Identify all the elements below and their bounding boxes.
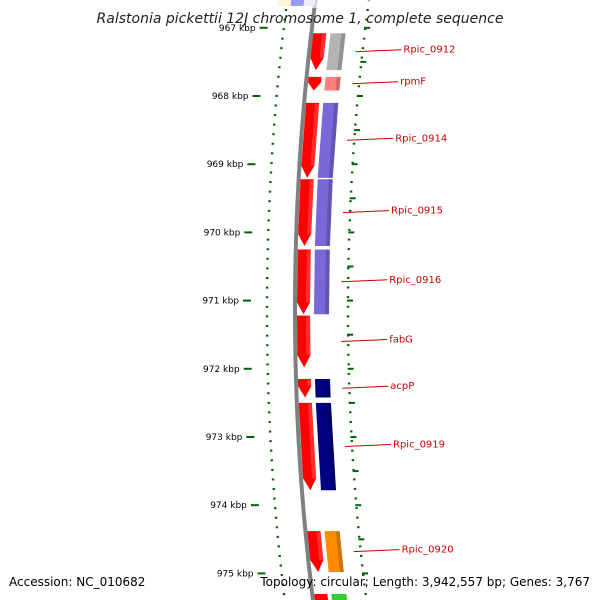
cds-block-shade	[326, 402, 336, 491]
map-title: Ralstonia pickettii 12J chromosome 1, co…	[97, 11, 504, 27]
label-leader-line	[355, 49, 402, 53]
gene-arrow-highlight	[306, 316, 311, 356]
tick-label: 970 kbp	[204, 228, 241, 238]
label-leader-line	[344, 444, 392, 447]
cds-block-shade	[335, 531, 344, 573]
feature-band	[358, 0, 429, 600]
gene-Rpic_0919[interactable]	[298, 402, 336, 491]
gc-skew-band	[258, 0, 293, 600]
gene-label[interactable]: Rpic_0920	[402, 545, 454, 556]
gene-arrow-highlight	[310, 103, 320, 166]
gene-Rpic_0915[interactable]	[298, 179, 333, 247]
overlay-layer	[0, 0, 600, 8]
gene-labels: Rpic_0912 rpmF Rpic_0914 Rpic_0915 Rpic_0916…	[341, 45, 455, 556]
tick-label: 967 kbp	[219, 24, 256, 34]
tick-label: 968 kbp	[212, 92, 249, 102]
gene-arrow[interactable]	[308, 76, 322, 91]
cds-block-shade	[326, 379, 331, 398]
tick-label: 969 kbp	[207, 160, 244, 170]
label-leader-line	[353, 549, 400, 553]
sequence-backbone	[293, 0, 318, 600]
topology-text: Topology: circular; Length: 3,942,557 bp…	[259, 575, 590, 589]
gene-rpmF[interactable]	[308, 76, 341, 91]
cds-block-shade	[325, 179, 333, 247]
gene-acpP[interactable]	[298, 379, 331, 398]
gene-segment-cropped-bottom	[314, 594, 329, 600]
cds-block[interactable]	[314, 179, 333, 247]
label-leader-line	[341, 339, 388, 342]
label-leader-line	[342, 210, 390, 214]
title-backdrop	[0, 0, 600, 8]
tick-label: 972 kbp	[203, 365, 240, 375]
gene-fabG[interactable]	[297, 315, 311, 368]
gene-label[interactable]: fabG	[389, 335, 413, 346]
gene-Rpic_0912[interactable]	[310, 33, 346, 71]
cds-block-shade	[328, 102, 339, 178]
cds-block-shade	[337, 33, 346, 71]
gene-arrow-highlight	[319, 34, 327, 59]
cds-segment-cropped-bottom	[331, 594, 348, 600]
gene-label[interactable]: Rpic_0916	[389, 275, 441, 286]
tick-label: 975 kbp	[217, 569, 254, 579]
cds-block[interactable]	[324, 531, 344, 573]
cds-block[interactable]	[315, 379, 331, 398]
gene-Rpic_0920[interactable]	[307, 531, 344, 573]
tick-label: 974 kbp	[210, 501, 247, 511]
gene-arrow-highlight	[307, 180, 314, 235]
tick-label: 973 kbp	[206, 433, 243, 443]
label-leader-line	[352, 81, 399, 85]
gene-arrow-highlight	[307, 403, 317, 479]
cds-block[interactable]	[315, 402, 336, 491]
gene-arrow-highlight	[316, 532, 324, 561]
tick-label: 971 kbp	[202, 297, 239, 307]
gene-features	[277, 0, 348, 600]
label-leader-line	[342, 385, 389, 389]
gene-arrow-highlight	[317, 77, 322, 79]
accession-text: Accession: NC_010682	[9, 575, 145, 589]
gc-content-ring	[258, 0, 293, 600]
gene-arrow-highlight	[306, 250, 311, 303]
cds-block-shade	[335, 76, 341, 91]
cds-block-shade	[325, 249, 330, 315]
gene-label[interactable]: Rpic_0919	[393, 440, 445, 451]
position-ticks: 967 kbp 968 kbp 969 kbp 970 kbp 971 kbp 972 k…	[202, 24, 371, 579]
gene-Rpic_0914[interactable]	[301, 102, 339, 178]
gene-label[interactable]: rpmF	[400, 77, 426, 88]
label-leader-line	[341, 279, 388, 283]
gene-arrow-highlight	[307, 380, 312, 386]
gene-label[interactable]: Rpic_0912	[403, 45, 455, 56]
cds-block[interactable]	[314, 249, 330, 315]
gene-Rpic_0916[interactable]	[297, 249, 330, 315]
cds-block[interactable]	[317, 102, 339, 178]
gene-label[interactable]: Rpic_0914	[395, 133, 447, 144]
cds-block[interactable]	[326, 33, 346, 71]
gene-label[interactable]: acpP	[390, 381, 414, 392]
label-leader-line	[347, 137, 394, 141]
background-layer	[358, 0, 429, 600]
gene-label[interactable]: Rpic_0915	[391, 206, 443, 217]
cds-block[interactable]	[324, 76, 341, 91]
backbone-line	[293, 0, 318, 600]
